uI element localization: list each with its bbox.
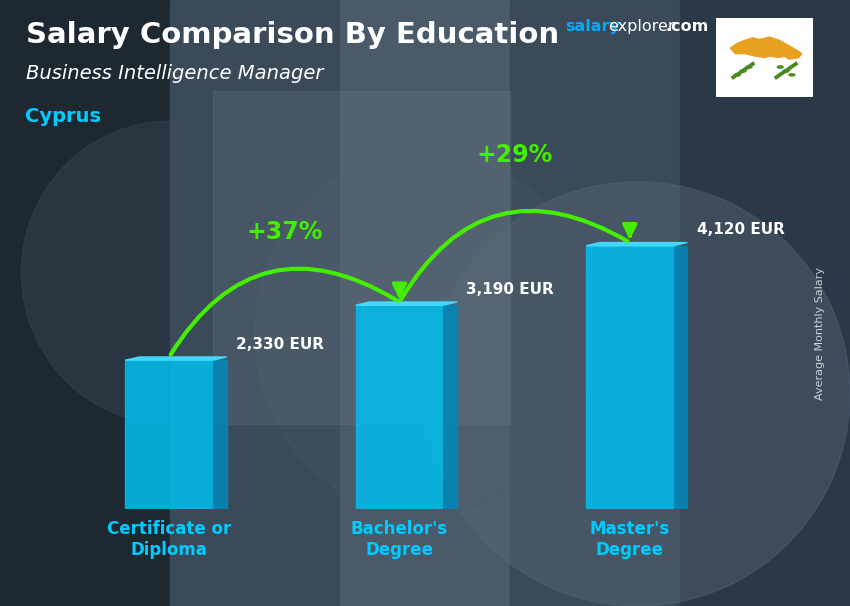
Bar: [510, 0, 680, 606]
Ellipse shape: [777, 66, 783, 68]
Polygon shape: [586, 242, 688, 246]
Text: salary: salary: [565, 19, 620, 35]
Polygon shape: [673, 246, 688, 509]
Bar: [170, 0, 340, 606]
Ellipse shape: [789, 74, 795, 76]
Text: Salary Comparison By Education: Salary Comparison By Education: [26, 21, 558, 49]
Polygon shape: [213, 360, 227, 509]
Ellipse shape: [783, 70, 789, 72]
Bar: [356, 305, 443, 509]
Bar: [586, 246, 673, 509]
Ellipse shape: [734, 74, 740, 76]
Ellipse shape: [255, 152, 595, 515]
Polygon shape: [126, 357, 227, 360]
Polygon shape: [443, 305, 457, 509]
Text: Business Intelligence Manager: Business Intelligence Manager: [26, 64, 323, 82]
Text: explorer: explorer: [609, 19, 675, 35]
Text: .com: .com: [666, 19, 709, 35]
Text: 3,190 EUR: 3,190 EUR: [467, 282, 554, 297]
Text: +37%: +37%: [246, 220, 322, 244]
Ellipse shape: [425, 182, 850, 606]
Bar: [680, 0, 850, 606]
Text: +29%: +29%: [477, 142, 552, 167]
Ellipse shape: [746, 66, 752, 68]
PathPatch shape: [730, 37, 802, 59]
Ellipse shape: [21, 121, 319, 424]
Text: 2,330 EUR: 2,330 EUR: [236, 337, 324, 351]
Text: Cyprus: Cyprus: [26, 107, 101, 125]
Polygon shape: [356, 302, 457, 305]
Text: 4,120 EUR: 4,120 EUR: [697, 222, 785, 238]
Bar: [126, 360, 213, 509]
Ellipse shape: [740, 70, 746, 72]
Text: Average Monthly Salary: Average Monthly Salary: [815, 267, 825, 400]
Bar: [340, 0, 510, 606]
Bar: [0, 0, 170, 606]
Bar: [212, 91, 510, 424]
